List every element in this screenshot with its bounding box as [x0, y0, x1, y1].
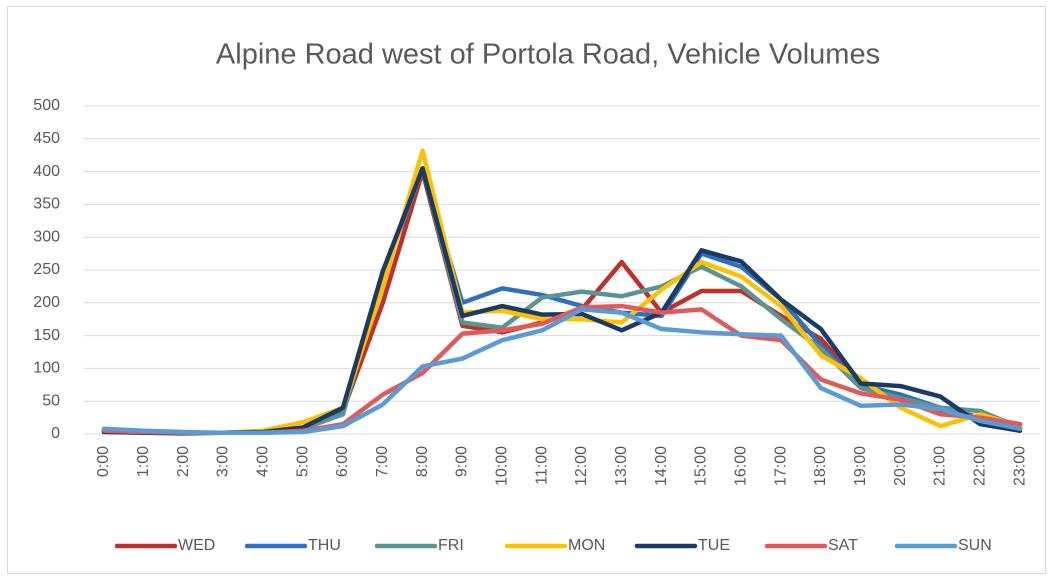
- x-tick-label: 19:00: [852, 446, 869, 486]
- y-tick-label: 450: [33, 130, 60, 147]
- x-tick-label: 11:00: [533, 446, 550, 485]
- x-tick-label: 13:00: [613, 446, 630, 486]
- x-tick-label: 20:00: [892, 446, 909, 486]
- y-tick-label: 150: [33, 327, 60, 344]
- x-tick-label: 15:00: [693, 446, 710, 486]
- chart-title: Alpine Road west of Portola Road, Vehicl…: [216, 39, 880, 71]
- x-tick-label: 9:00: [454, 446, 471, 477]
- y-tick-label: 250: [33, 261, 60, 278]
- x-tick-label: 2:00: [175, 446, 192, 477]
- x-tick-label: 22:00: [971, 446, 988, 486]
- y-tick-label: 350: [33, 196, 60, 213]
- legend-label: WED: [178, 537, 215, 554]
- x-tick-label: 7:00: [374, 446, 391, 477]
- x-tick-label: 5:00: [294, 446, 311, 477]
- chart-border: [7, 6, 1046, 574]
- x-tick-label: 0:00: [95, 446, 112, 477]
- legend-label: TUE: [698, 537, 730, 554]
- y-tick-label: 0: [51, 425, 60, 442]
- y-tick-label: 300: [33, 228, 60, 245]
- legend-label: FRI: [438, 537, 464, 554]
- x-tick-label: 1:00: [135, 446, 152, 477]
- x-tick-label: 14:00: [653, 446, 670, 486]
- y-tick-label: 50: [42, 392, 60, 409]
- x-tick-label: 17:00: [772, 446, 789, 486]
- x-tick-label: 16:00: [732, 446, 749, 486]
- x-tick-label: 4:00: [254, 446, 271, 477]
- legend-label: SAT: [828, 537, 858, 554]
- legend-label: THU: [308, 537, 341, 554]
- y-tick-label: 500: [33, 97, 60, 114]
- x-tick-label: 8:00: [414, 446, 431, 477]
- y-tick-label: 100: [33, 360, 60, 377]
- legend-label: MON: [568, 537, 605, 554]
- legend-label: SUN: [958, 537, 992, 554]
- x-tick-label: 21:00: [932, 446, 949, 486]
- x-tick-label: 12:00: [573, 446, 590, 486]
- y-tick-label: 400: [33, 163, 60, 180]
- x-tick-label: 3:00: [215, 446, 232, 477]
- x-tick-label: 10:00: [493, 446, 510, 486]
- y-tick-label: 200: [33, 294, 60, 311]
- x-tick-label: 23:00: [1011, 446, 1028, 486]
- series-line: [101, 307, 1023, 435]
- x-tick-label: 18:00: [812, 446, 829, 486]
- x-tick-label: 6:00: [334, 446, 351, 477]
